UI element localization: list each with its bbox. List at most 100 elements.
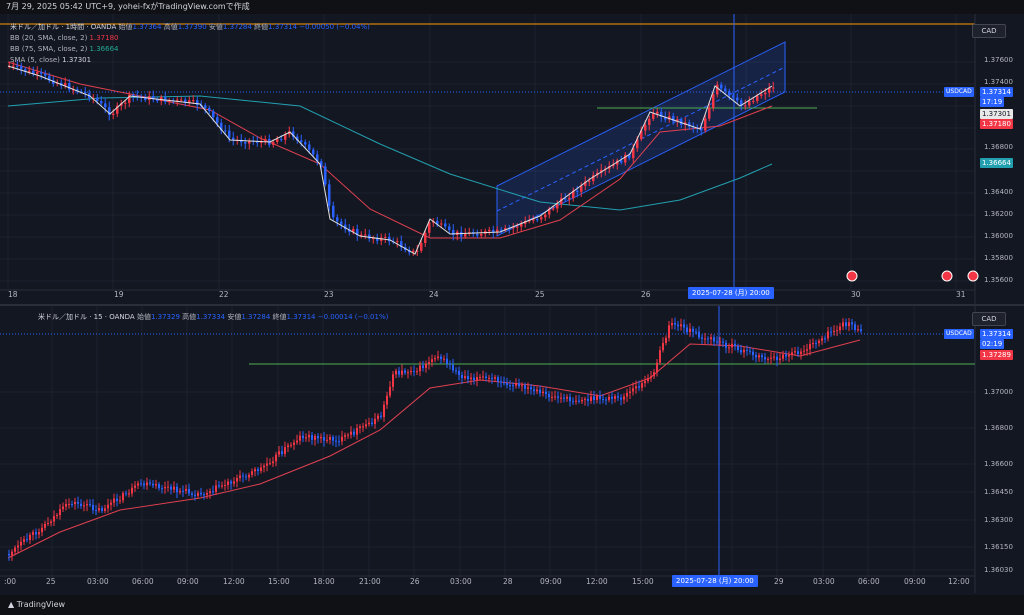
footer: ▲ TradingView <box>0 595 1024 615</box>
candle-body <box>128 94 131 103</box>
candle-body <box>299 435 301 441</box>
candle-body <box>396 241 399 243</box>
candle-body <box>53 516 55 522</box>
candle-body <box>656 362 658 373</box>
sma-value: 1.37301 <box>62 56 92 64</box>
top-open-label: 始値 <box>118 23 133 31</box>
top-xtick: 24 <box>429 290 439 299</box>
top-bb20-legend[interactable]: BB (20, SMA, close, 2) 1.37180 <box>10 33 119 43</box>
candle-body <box>364 234 367 236</box>
candle-body <box>312 149 315 155</box>
candle-body <box>440 356 442 360</box>
candle-body <box>11 551 13 556</box>
candle-body <box>143 483 145 486</box>
top-currency-button[interactable]: CAD <box>972 24 1006 38</box>
candle-body <box>527 387 529 389</box>
bottom-chart-canvas[interactable] <box>0 306 1024 593</box>
sma-line <box>7 339 861 559</box>
candle-body <box>464 376 466 379</box>
candle-body <box>436 220 439 225</box>
top-high-label: 高値 <box>163 23 178 31</box>
candle-body <box>692 328 694 332</box>
top-ytick: 1.36400 <box>984 188 1013 196</box>
candle-body <box>716 341 718 343</box>
candle-body <box>264 139 267 142</box>
candle-body <box>605 399 607 401</box>
top-sma-legend[interactable]: SMA (5, close) 1.37301 <box>10 55 91 65</box>
candle-body <box>173 486 175 490</box>
candle-body <box>305 437 307 439</box>
candle-body <box>719 341 721 343</box>
candle-body <box>8 554 10 556</box>
candle-body <box>736 97 739 101</box>
candle-body <box>131 487 133 494</box>
candle-body <box>521 385 523 387</box>
candle-body <box>650 376 652 378</box>
candle-body <box>664 116 667 120</box>
candle-body <box>647 377 649 382</box>
top-bb75-legend[interactable]: BB (75, SMA, close, 2) 1.36664 <box>10 44 119 54</box>
candle-body <box>372 238 375 240</box>
candle-body <box>612 164 615 167</box>
candle-body <box>95 510 97 512</box>
top-chart-canvas[interactable] <box>0 14 1024 304</box>
candle-body <box>332 205 335 218</box>
candle-body <box>167 486 169 488</box>
candle-body <box>296 136 299 141</box>
candle-body <box>755 355 757 358</box>
candle-body <box>448 226 451 231</box>
candle-body <box>152 483 154 486</box>
candle-body <box>284 447 286 454</box>
candle-body <box>314 436 316 440</box>
bottom-xtick: 28 <box>503 577 513 586</box>
bottom-currency-button[interactable]: CAD <box>972 312 1006 326</box>
candle-body <box>446 358 448 364</box>
candle-body <box>552 208 555 210</box>
candle-body <box>584 398 586 400</box>
candle-body <box>300 140 303 143</box>
candle-body <box>158 484 160 489</box>
top-bb75-tag: 1.36664 <box>980 158 1013 168</box>
candle-body <box>704 118 707 131</box>
top-countdown: 17:19 <box>980 97 1005 107</box>
top-legend-title: 米ドル／加ドル · 1時間 · OANDA <box>10 23 117 31</box>
bottom-xtick: 09:00 <box>540 577 562 586</box>
bottom-low-label: 安値 <box>227 313 242 321</box>
candle-body <box>812 343 814 345</box>
candle-body <box>497 377 499 382</box>
bottom-open-label: 始値 <box>136 313 151 321</box>
candle-body <box>584 181 587 186</box>
candle-body <box>86 504 88 506</box>
candle-body <box>350 431 352 435</box>
candle-body <box>665 337 667 344</box>
pane-separator[interactable] <box>0 304 1024 306</box>
candle-body <box>580 185 583 192</box>
candle-body <box>84 91 87 94</box>
candle-body <box>52 80 55 84</box>
candle-body <box>416 371 418 373</box>
candle-body <box>676 119 679 122</box>
bottom-xtick: 03:00 <box>87 577 109 586</box>
candle-body <box>568 198 571 200</box>
candle-body <box>344 224 347 230</box>
candle-body <box>341 436 343 442</box>
candle-body <box>140 483 142 485</box>
candle-body <box>96 97 99 102</box>
candle-body <box>228 130 231 138</box>
candle-body <box>720 84 723 89</box>
bottom-xtick: 25 <box>46 577 56 586</box>
candle-body <box>420 243 423 251</box>
candle-body <box>701 337 703 339</box>
candle-body <box>464 233 467 237</box>
candle-body <box>275 454 277 462</box>
top-ytick: 1.37600 <box>984 56 1013 64</box>
candle-body <box>398 370 400 375</box>
bottom-legend: 米ドル／加ドル · 15 · OANDA 始値1.37329 高値1.37334… <box>38 312 388 322</box>
candle-body <box>320 436 322 439</box>
candle-body <box>332 436 334 441</box>
candle-body <box>41 527 43 533</box>
candle-body <box>794 351 796 353</box>
candle-body <box>479 377 481 379</box>
candle-body <box>616 160 619 165</box>
candle-body <box>652 113 655 119</box>
